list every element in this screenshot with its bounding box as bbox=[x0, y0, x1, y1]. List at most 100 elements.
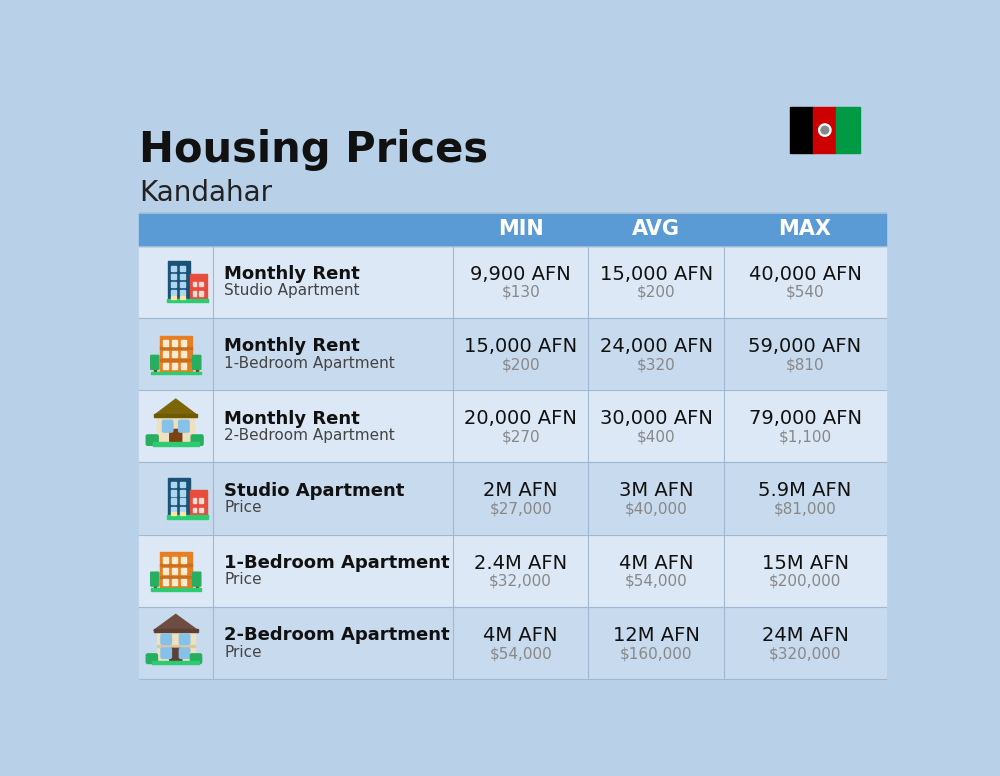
Text: 15,000 AFN: 15,000 AFN bbox=[600, 265, 713, 283]
Text: $200: $200 bbox=[501, 357, 540, 372]
Circle shape bbox=[821, 126, 829, 134]
Text: $27,000: $27,000 bbox=[489, 502, 552, 517]
Bar bbox=[153, 442, 199, 446]
Bar bbox=[180, 274, 185, 279]
Text: Studio Apartment: Studio Apartment bbox=[224, 283, 360, 299]
Bar bbox=[152, 660, 199, 664]
Bar bbox=[160, 576, 192, 578]
Bar bbox=[171, 512, 176, 515]
Text: 2M AFN: 2M AFN bbox=[483, 481, 558, 501]
Bar bbox=[190, 490, 207, 516]
Bar bbox=[199, 282, 203, 286]
Bar bbox=[163, 362, 168, 369]
Bar bbox=[154, 629, 198, 632]
Text: $54,000: $54,000 bbox=[625, 574, 688, 589]
Bar bbox=[181, 557, 186, 563]
Bar bbox=[167, 515, 208, 519]
Bar bbox=[171, 274, 176, 279]
FancyBboxPatch shape bbox=[179, 421, 189, 432]
Text: Price: Price bbox=[224, 573, 262, 587]
Bar bbox=[163, 557, 168, 563]
Text: 40,000 AFN: 40,000 AFN bbox=[749, 265, 862, 283]
Bar bbox=[172, 568, 177, 574]
Text: AVG: AVG bbox=[632, 220, 680, 240]
FancyBboxPatch shape bbox=[170, 649, 182, 663]
Bar bbox=[180, 296, 185, 299]
Text: Monthly Rent: Monthly Rent bbox=[224, 410, 360, 428]
Text: $130: $130 bbox=[501, 285, 540, 300]
Text: 9,900 AFN: 9,900 AFN bbox=[470, 265, 571, 283]
Bar bbox=[172, 557, 177, 563]
Bar bbox=[171, 498, 176, 504]
Text: 2-Bedroom Apartment: 2-Bedroom Apartment bbox=[224, 626, 450, 644]
Bar bbox=[151, 372, 201, 375]
Text: 59,000 AFN: 59,000 AFN bbox=[748, 337, 862, 355]
Bar bbox=[163, 352, 168, 357]
Text: 4M AFN: 4M AFN bbox=[483, 625, 558, 645]
FancyBboxPatch shape bbox=[161, 634, 171, 645]
Bar bbox=[181, 352, 186, 357]
Text: 2-Bedroom Apartment: 2-Bedroom Apartment bbox=[224, 428, 395, 443]
Bar bbox=[196, 584, 198, 589]
Text: 30,000 AFN: 30,000 AFN bbox=[600, 409, 713, 428]
Text: 5.9M AFN: 5.9M AFN bbox=[758, 481, 852, 501]
Bar bbox=[199, 498, 203, 503]
Polygon shape bbox=[154, 399, 197, 415]
Bar bbox=[199, 291, 203, 296]
Text: $200: $200 bbox=[637, 285, 676, 300]
FancyBboxPatch shape bbox=[161, 648, 171, 658]
Bar bbox=[180, 490, 185, 496]
Text: $540: $540 bbox=[786, 285, 824, 300]
Bar bbox=[180, 289, 185, 295]
Bar bbox=[172, 340, 177, 346]
Bar bbox=[171, 490, 176, 496]
Text: 79,000 AFN: 79,000 AFN bbox=[749, 409, 862, 428]
Bar bbox=[196, 368, 198, 372]
Text: $81,000: $81,000 bbox=[774, 502, 836, 517]
Text: MAX: MAX bbox=[779, 220, 832, 240]
Text: 1-Bedroom Apartment: 1-Bedroom Apartment bbox=[224, 355, 395, 371]
Bar bbox=[154, 584, 156, 589]
Bar bbox=[151, 588, 201, 591]
Polygon shape bbox=[154, 615, 198, 631]
Text: $320,000: $320,000 bbox=[769, 646, 841, 661]
Bar bbox=[181, 340, 186, 346]
Bar bbox=[193, 291, 196, 296]
Bar bbox=[172, 580, 177, 585]
Bar bbox=[139, 462, 886, 535]
FancyBboxPatch shape bbox=[190, 654, 202, 663]
Text: Monthly Rent: Monthly Rent bbox=[224, 338, 360, 355]
Text: 24M AFN: 24M AFN bbox=[762, 625, 848, 645]
Bar bbox=[180, 282, 185, 287]
Bar bbox=[157, 631, 195, 661]
Text: $320: $320 bbox=[637, 357, 676, 372]
Bar bbox=[163, 340, 168, 346]
FancyBboxPatch shape bbox=[179, 634, 190, 645]
Bar bbox=[160, 336, 192, 372]
Bar bbox=[139, 245, 886, 318]
FancyBboxPatch shape bbox=[193, 355, 201, 369]
Bar bbox=[171, 282, 176, 287]
Text: $40,000: $40,000 bbox=[625, 502, 688, 517]
Bar bbox=[139, 535, 886, 607]
Bar bbox=[160, 347, 192, 349]
Text: MIN: MIN bbox=[498, 220, 544, 240]
Text: Housing Prices: Housing Prices bbox=[139, 129, 488, 171]
Text: Price: Price bbox=[224, 645, 262, 660]
Text: $200,000: $200,000 bbox=[769, 574, 841, 589]
Text: 3M AFN: 3M AFN bbox=[619, 481, 694, 501]
FancyBboxPatch shape bbox=[191, 435, 203, 445]
Bar bbox=[168, 262, 190, 300]
Bar bbox=[181, 568, 186, 574]
Bar bbox=[160, 359, 192, 361]
Bar bbox=[157, 645, 195, 646]
Text: $160,000: $160,000 bbox=[620, 646, 693, 661]
Bar bbox=[813, 107, 836, 153]
FancyBboxPatch shape bbox=[193, 572, 201, 586]
FancyBboxPatch shape bbox=[170, 429, 182, 445]
Bar bbox=[171, 507, 176, 511]
Bar bbox=[139, 318, 886, 390]
Text: $400: $400 bbox=[637, 429, 676, 445]
Text: 12M AFN: 12M AFN bbox=[613, 625, 700, 645]
Text: $270: $270 bbox=[501, 429, 540, 445]
